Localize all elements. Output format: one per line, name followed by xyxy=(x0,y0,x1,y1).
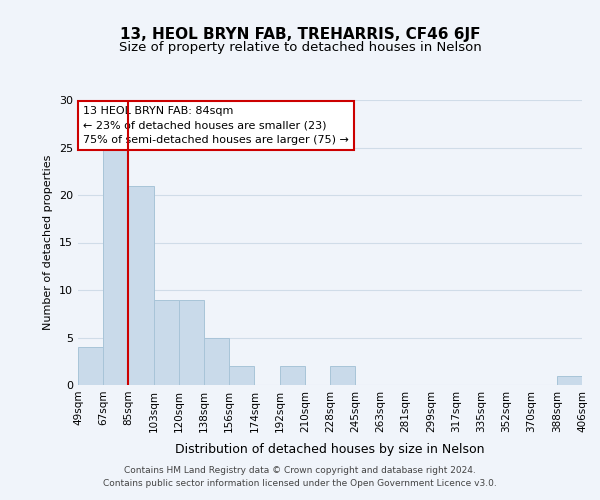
Y-axis label: Number of detached properties: Number of detached properties xyxy=(43,155,53,330)
Bar xyxy=(78,347,103,385)
Text: 13 HEOL BRYN FAB: 84sqm
← 23% of detached houses are smaller (23)
75% of semi-de: 13 HEOL BRYN FAB: 84sqm ← 23% of detache… xyxy=(83,106,349,146)
Bar xyxy=(280,366,305,385)
Bar xyxy=(330,366,355,385)
Bar xyxy=(103,148,128,385)
Bar xyxy=(557,376,582,385)
Bar xyxy=(179,300,204,385)
Text: Contains public sector information licensed under the Open Government Licence v3: Contains public sector information licen… xyxy=(103,478,497,488)
Bar xyxy=(204,338,229,385)
X-axis label: Distribution of detached houses by size in Nelson: Distribution of detached houses by size … xyxy=(175,443,485,456)
Text: Contains HM Land Registry data © Crown copyright and database right 2024.: Contains HM Land Registry data © Crown c… xyxy=(124,466,476,475)
Bar xyxy=(229,366,254,385)
Bar xyxy=(128,186,154,385)
Text: 13, HEOL BRYN FAB, TREHARRIS, CF46 6JF: 13, HEOL BRYN FAB, TREHARRIS, CF46 6JF xyxy=(120,28,480,42)
Text: Size of property relative to detached houses in Nelson: Size of property relative to detached ho… xyxy=(119,41,481,54)
Bar xyxy=(154,300,179,385)
